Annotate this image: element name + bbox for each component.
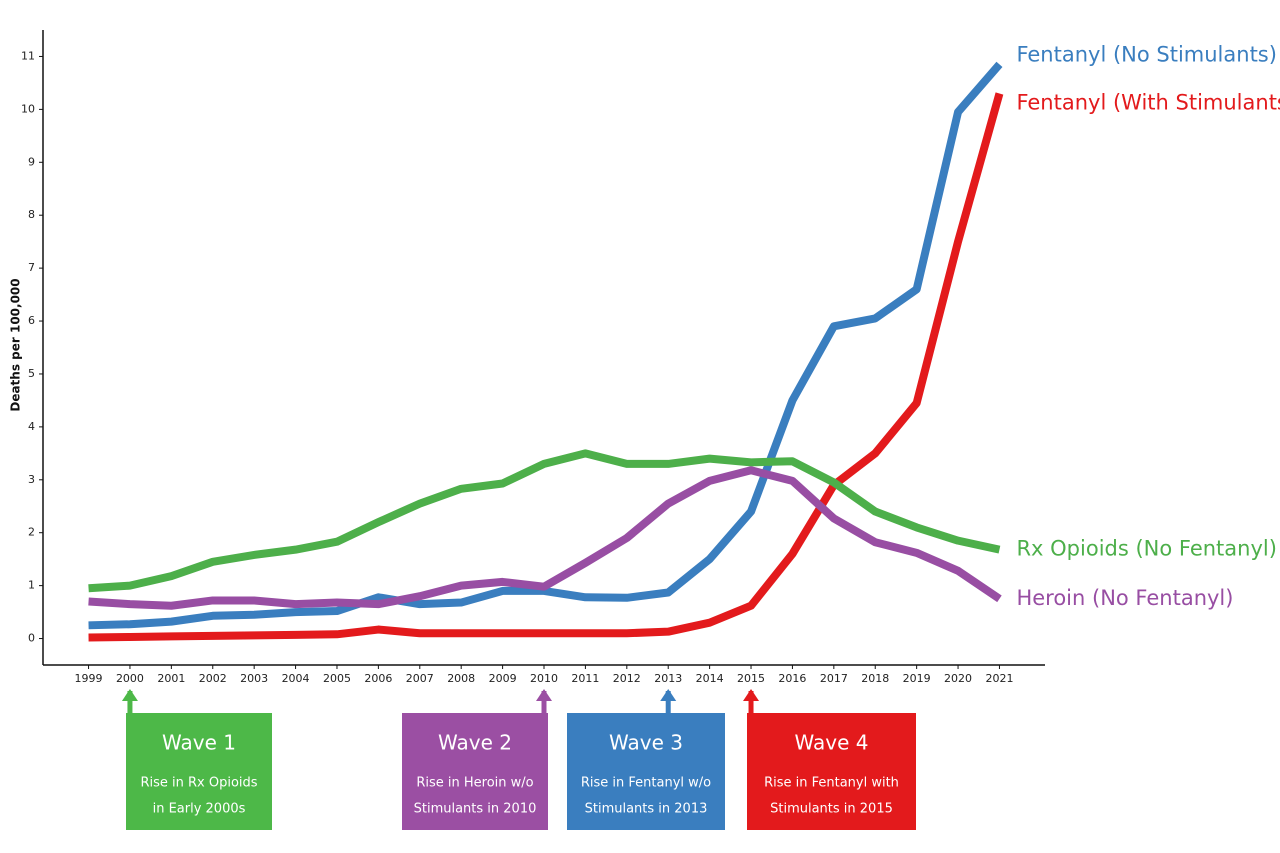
x-tick-label: 2021 xyxy=(985,672,1013,685)
x-tick-label: 2018 xyxy=(861,672,889,685)
y-tick-label: 7 xyxy=(28,261,35,274)
y-tick-label: 6 xyxy=(28,314,35,327)
x-tick-label: 2014 xyxy=(696,672,724,685)
x-tick-label: 2010 xyxy=(530,672,558,685)
series-line xyxy=(88,61,1003,630)
x-tick-label: 2012 xyxy=(613,672,641,685)
x-tick-label: 2020 xyxy=(944,672,972,685)
x-tick-label: 2007 xyxy=(406,672,434,685)
annotation-text: in Early 2000s xyxy=(153,802,246,817)
y-tick-label: 0 xyxy=(28,632,35,645)
y-tick-label: 4 xyxy=(28,420,35,433)
series-line xyxy=(88,92,1004,642)
annotation-box xyxy=(747,713,916,830)
x-tick-label: 2009 xyxy=(489,672,517,685)
annotation-title: Wave 2 xyxy=(438,731,512,755)
x-tick-label: 2013 xyxy=(654,672,682,685)
series-line xyxy=(88,449,1001,593)
annotation-arrowhead xyxy=(121,689,138,701)
x-tick-label: 2005 xyxy=(323,672,351,685)
annotation-box xyxy=(402,713,548,830)
annotation-box xyxy=(126,713,272,830)
annotation-arrowhead xyxy=(660,689,677,701)
y-tick-label: 3 xyxy=(28,473,35,486)
annotation-text: Stimulants in 2013 xyxy=(585,802,708,817)
y-tick-label: 10 xyxy=(21,102,35,115)
annotation-text: Rise in Rx Opioids xyxy=(140,776,257,791)
y-tick-label: 2 xyxy=(28,526,35,539)
x-tick-label: 2011 xyxy=(571,672,599,685)
y-tick-label: 8 xyxy=(28,208,35,221)
x-tick-label: 2016 xyxy=(778,672,806,685)
series-label: Fentanyl (No Stimulants) xyxy=(1016,42,1276,66)
series-line xyxy=(88,466,1002,610)
annotation-text: Rise in Fentanyl with xyxy=(764,776,899,791)
x-tick-label: 1999 xyxy=(75,672,103,685)
x-tick-label: 2001 xyxy=(157,672,185,685)
x-tick-label: 2015 xyxy=(737,672,765,685)
series-label: Rx Opioids (No Fentanyl) xyxy=(1016,537,1276,561)
annotation-arrowhead xyxy=(536,689,552,701)
x-tick-label: 2003 xyxy=(240,672,268,685)
x-tick-label: 2000 xyxy=(116,672,144,685)
x-tick-label: 2017 xyxy=(820,672,848,685)
x-tick-label: 2002 xyxy=(199,672,227,685)
x-tick-label: 2019 xyxy=(903,672,931,685)
annotation-text: Rise in Fentanyl w/o xyxy=(581,776,711,791)
annotation-title: Wave 1 xyxy=(162,731,236,755)
annotation-arrowhead xyxy=(743,689,760,701)
x-tick-label: 2008 xyxy=(447,672,475,685)
annotation-title: Wave 4 xyxy=(795,731,869,755)
series-label: Fentanyl (With Stimulants) xyxy=(1016,91,1280,115)
annotation-text: Stimulants in 2015 xyxy=(770,802,893,817)
x-tick-label: 2006 xyxy=(364,672,392,685)
x-tick-label: 2004 xyxy=(282,672,310,685)
y-tick-label: 9 xyxy=(28,155,35,168)
annotation-text: Stimulants in 2010 xyxy=(414,802,537,817)
annotation-title: Wave 3 xyxy=(609,731,683,755)
y-tick-label: 5 xyxy=(28,367,35,380)
series-label: Heroin (No Fentanyl) xyxy=(1016,586,1233,610)
y-tick-label: 11 xyxy=(21,49,35,62)
y-tick-label: 1 xyxy=(28,579,35,592)
annotation-text: Rise in Heroin w/o xyxy=(416,776,533,791)
y-axis-label: Deaths per 100,000 xyxy=(9,278,23,411)
annotation-box xyxy=(567,713,725,830)
